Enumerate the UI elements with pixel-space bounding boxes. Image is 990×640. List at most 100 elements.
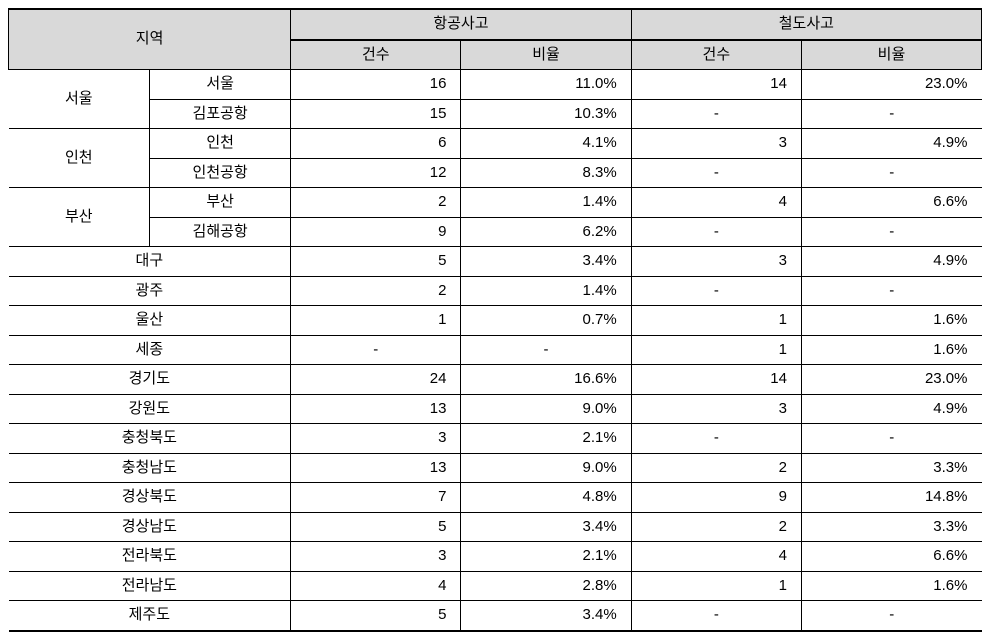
ratio-cell: 4.8% <box>461 483 631 513</box>
region-sub-cell: 인천공항 <box>150 158 291 188</box>
count-cell: 6 <box>291 129 461 159</box>
ratio-cell: 9.0% <box>461 394 631 424</box>
table-body: 서울서울1611.0%1423.0%김포공항1510.3%--인천인천64.1%… <box>9 70 982 631</box>
table-row: 제주도53.4%-- <box>9 601 982 631</box>
ratio-cell: 10.3% <box>461 99 631 129</box>
count-cell: 7 <box>291 483 461 513</box>
ratio-cell: 2.1% <box>461 424 631 454</box>
count-cell: 3 <box>631 247 801 277</box>
region-merged-cell: 전라남도 <box>9 571 291 601</box>
header-air-count: 건수 <box>291 40 461 70</box>
count-cell: 14 <box>631 70 801 100</box>
table-row: 인천공항128.3%-- <box>9 158 982 188</box>
ratio-cell: 0.7% <box>461 306 631 336</box>
dash-cell: - <box>631 217 801 247</box>
table-row: 김해공항96.2%-- <box>9 217 982 247</box>
region-group-cell: 서울 <box>9 70 150 129</box>
table-row: 경상북도74.8%914.8% <box>9 483 982 513</box>
count-cell: 14 <box>631 365 801 395</box>
ratio-cell: 1.4% <box>461 276 631 306</box>
ratio-cell: 6.2% <box>461 217 631 247</box>
ratio-cell: 3.4% <box>461 247 631 277</box>
count-cell: 12 <box>291 158 461 188</box>
count-cell: 24 <box>291 365 461 395</box>
dash-cell: - <box>291 335 461 365</box>
header-air-ratio: 비율 <box>461 40 631 70</box>
count-cell: 3 <box>291 424 461 454</box>
count-cell: 16 <box>291 70 461 100</box>
count-cell: 1 <box>291 306 461 336</box>
count-cell: 2 <box>291 188 461 218</box>
region-merged-cell: 제주도 <box>9 601 291 631</box>
region-merged-cell: 전라북도 <box>9 542 291 572</box>
count-cell: 1 <box>631 335 801 365</box>
region-merged-cell: 세종 <box>9 335 291 365</box>
table-row: 충청북도32.1%-- <box>9 424 982 454</box>
ratio-cell: 2.1% <box>461 542 631 572</box>
ratio-cell: 6.6% <box>801 542 981 572</box>
ratio-cell: 3.3% <box>801 512 981 542</box>
region-merged-cell: 울산 <box>9 306 291 336</box>
count-cell: 4 <box>631 542 801 572</box>
region-merged-cell: 충청남도 <box>9 453 291 483</box>
region-merged-cell: 대구 <box>9 247 291 277</box>
count-cell: 3 <box>631 129 801 159</box>
dash-cell: - <box>801 276 981 306</box>
region-sub-cell: 인천 <box>150 129 291 159</box>
ratio-cell: 1.4% <box>461 188 631 218</box>
region-merged-cell: 광주 <box>9 276 291 306</box>
ratio-cell: 8.3% <box>461 158 631 188</box>
table-row: 경상남도53.4%23.3% <box>9 512 982 542</box>
table-row: 서울서울1611.0%1423.0% <box>9 70 982 100</box>
table-row: 충청남도139.0%23.3% <box>9 453 982 483</box>
count-cell: 4 <box>631 188 801 218</box>
count-cell: 2 <box>631 453 801 483</box>
table-row: 세종--11.6% <box>9 335 982 365</box>
dash-cell: - <box>801 601 981 631</box>
dash-cell: - <box>631 99 801 129</box>
dash-cell: - <box>631 601 801 631</box>
table-row: 강원도139.0%34.9% <box>9 394 982 424</box>
count-cell: 5 <box>291 247 461 277</box>
region-sub-cell: 김해공항 <box>150 217 291 247</box>
count-cell: 1 <box>631 571 801 601</box>
ratio-cell: 23.0% <box>801 70 981 100</box>
count-cell: 5 <box>291 512 461 542</box>
count-cell: 9 <box>291 217 461 247</box>
table-header: 지역 항공사고 철도사고 건수 비율 건수 비율 <box>9 9 982 70</box>
ratio-cell: 1.6% <box>801 571 981 601</box>
table-row: 광주21.4%-- <box>9 276 982 306</box>
region-merged-cell: 경상북도 <box>9 483 291 513</box>
count-cell: 13 <box>291 453 461 483</box>
ratio-cell: 11.0% <box>461 70 631 100</box>
region-sub-cell: 김포공항 <box>150 99 291 129</box>
ratio-cell: 4.9% <box>801 129 981 159</box>
dash-cell: - <box>801 424 981 454</box>
table-row: 김포공항1510.3%-- <box>9 99 982 129</box>
count-cell: 4 <box>291 571 461 601</box>
table-row: 부산부산21.4%46.6% <box>9 188 982 218</box>
header-rail-accident: 철도사고 <box>631 9 981 40</box>
region-merged-cell: 충청북도 <box>9 424 291 454</box>
dash-cell: - <box>631 276 801 306</box>
count-cell: 9 <box>631 483 801 513</box>
region-merged-cell: 경상남도 <box>9 512 291 542</box>
dash-cell: - <box>461 335 631 365</box>
count-cell: 2 <box>631 512 801 542</box>
header-air-accident: 항공사고 <box>291 9 632 40</box>
region-merged-cell: 경기도 <box>9 365 291 395</box>
table-row: 대구53.4%34.9% <box>9 247 982 277</box>
accident-statistics-table: 지역 항공사고 철도사고 건수 비율 건수 비율 서울서울1611.0%1423… <box>8 8 982 632</box>
ratio-cell: 3.3% <box>801 453 981 483</box>
dash-cell: - <box>631 158 801 188</box>
ratio-cell: 4.1% <box>461 129 631 159</box>
dash-cell: - <box>801 158 981 188</box>
table-row: 전라북도32.1%46.6% <box>9 542 982 572</box>
table-row: 경기도2416.6%1423.0% <box>9 365 982 395</box>
count-cell: 3 <box>291 542 461 572</box>
count-cell: 3 <box>631 394 801 424</box>
table-row: 전라남도42.8%11.6% <box>9 571 982 601</box>
table-row: 인천인천64.1%34.9% <box>9 129 982 159</box>
header-region: 지역 <box>9 9 291 70</box>
dash-cell: - <box>801 217 981 247</box>
